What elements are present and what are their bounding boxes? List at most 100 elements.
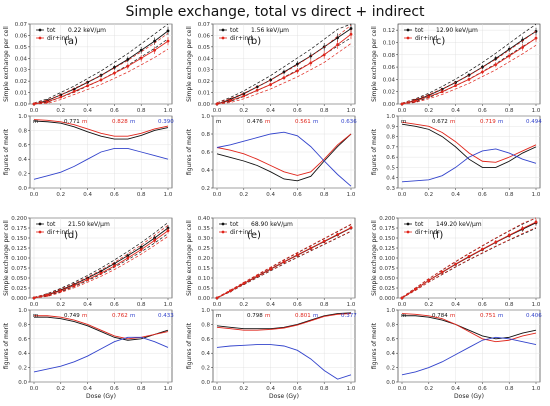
y-tick-label: 0.6: [18, 337, 27, 343]
y-tick-label: 0.01: [198, 91, 210, 97]
panel-e: 0.0 0.2 0.4 0.6 0.8 1.0 0.00 0.05 0.10 0.15 0.20 0.…: [186, 216, 357, 400]
y-tick-label: 0.075: [11, 266, 27, 272]
figure-title: Simple exchange, total vs direct + indir…: [125, 4, 425, 20]
merit-line-dir: [33, 119, 169, 137]
y-tick-label: 0.2: [201, 366, 210, 372]
y-tick-label: 0.04: [15, 56, 28, 62]
let-annotation: 12.90 keV/μm: [436, 27, 478, 34]
x-tick-label: 0.2: [424, 192, 433, 198]
y-tick-label: 0.2: [18, 172, 27, 178]
data-point: [72, 284, 76, 287]
data-point: [153, 48, 157, 52]
data-point: [322, 53, 326, 57]
y-tick-label: 0.6: [386, 337, 395, 343]
merit-line-tot: [33, 120, 169, 140]
x-tick-label: 0.6: [293, 302, 302, 308]
merit-value: 0.762: [112, 313, 128, 319]
y-tick-label: 0.5: [386, 165, 395, 171]
y-tick-label: 0.30: [198, 236, 211, 242]
y-axis-label: figures of merit: [186, 128, 193, 175]
merit-line-tot: [401, 123, 537, 168]
y-tick-label: 1.0: [18, 308, 27, 314]
let-annotation: 0.22 keV/μm: [68, 27, 106, 34]
axes-frame: [29, 23, 173, 105]
x-tick-label: 0.4: [83, 108, 92, 114]
data-point: [86, 84, 89, 88]
data-point: [309, 61, 313, 65]
x-tick-label: 0.0: [30, 192, 39, 198]
legend-marker-tot: [221, 222, 225, 226]
merit-value: 0.561: [295, 119, 311, 125]
legend-marker-tot: [221, 28, 225, 32]
data-point: [467, 255, 471, 258]
data-point: [99, 78, 103, 82]
merit-value: 0.801: [295, 313, 311, 319]
y-tick-label: 0.050: [11, 276, 27, 282]
merit-symbol: m: [265, 313, 270, 319]
data-point: [349, 226, 353, 230]
merit-value: 0.406: [526, 313, 542, 319]
x-tick-label: 0.6: [293, 192, 302, 198]
panel-label: (d): [64, 230, 78, 241]
merit-value: 0.672: [432, 119, 448, 125]
x-tick-label: 0.8: [137, 386, 146, 392]
y-tick-label: 0.150: [379, 236, 395, 242]
data-point: [139, 248, 143, 252]
x-tick-label: 0.4: [83, 302, 92, 308]
merit-value: 0.771: [64, 119, 80, 125]
y-tick-label: 0.06: [15, 33, 28, 39]
merit-line-blue: [401, 148, 537, 183]
x-tick-label: 0.2: [239, 386, 248, 392]
data-point: [255, 85, 259, 89]
data-point: [153, 239, 157, 242]
data-point: [521, 227, 524, 230]
y-tick-label: 0.8: [18, 128, 27, 134]
data-point: [494, 57, 498, 60]
y-tick-label: 0.6: [386, 155, 395, 161]
merit-line-blue: [216, 344, 352, 380]
y-tick-label: 0.200: [379, 216, 395, 222]
panel-label: (e): [247, 230, 261, 241]
y-axis-label: Simple exchange per cell: [186, 220, 193, 296]
y-axis-label: Simple exchange per cell: [3, 26, 10, 102]
x-tick-label: 0.0: [30, 386, 39, 392]
merit-symbol: m: [498, 119, 503, 125]
merit-symbol: m: [33, 313, 38, 319]
y-tick-label: 0.03: [198, 68, 211, 74]
merit-symbol: m: [216, 313, 221, 319]
data-point: [269, 83, 272, 86]
x-tick-label: 0.4: [266, 386, 275, 392]
x-tick-label: 0.6: [110, 108, 119, 114]
legend-label-dir-ind: dir+ind: [415, 229, 437, 236]
data-point: [99, 271, 103, 275]
merit-line-dir: [401, 313, 537, 343]
merit-symbol: m: [82, 119, 87, 125]
y-tick-label: 1.0: [386, 114, 395, 120]
data-point: [255, 88, 259, 92]
y-tick-label: 0.10: [198, 276, 211, 282]
panel-b: 0.0 0.2 0.4 0.6 0.8 1.00.000.010.020.030.040.…: [186, 22, 357, 198]
axes-frame: [397, 23, 541, 105]
data-point: [242, 92, 246, 96]
y-tick-label: 1.0: [386, 308, 395, 314]
x-tick-label: 0.4: [451, 386, 460, 392]
y-tick-label: 0.0: [18, 380, 27, 386]
y-tick-label: 0.125: [379, 246, 395, 252]
let-annotation: 1.56 keV/μm: [251, 27, 289, 34]
y-tick-label: 0.200: [11, 216, 27, 222]
legend-marker-tot: [38, 28, 42, 32]
merit-symbol: m: [450, 119, 455, 125]
panel-label: (f): [432, 230, 443, 241]
y-tick-label: 0.4: [201, 168, 210, 174]
x-axis-label: Dose (Gy): [269, 393, 299, 400]
data-point: [440, 90, 444, 94]
x-tick-label: 0.6: [478, 302, 487, 308]
band-upper-dir+ind: [33, 32, 169, 104]
data-point: [414, 287, 417, 291]
merit-value: 0.798: [247, 313, 263, 319]
band-lower-dir+ind: [401, 227, 537, 299]
data-point: [467, 77, 471, 81]
y-axis-label: Simple exchange per cell: [371, 220, 378, 296]
axes-frame: [29, 309, 173, 383]
x-tick-label: 0.4: [266, 192, 275, 198]
